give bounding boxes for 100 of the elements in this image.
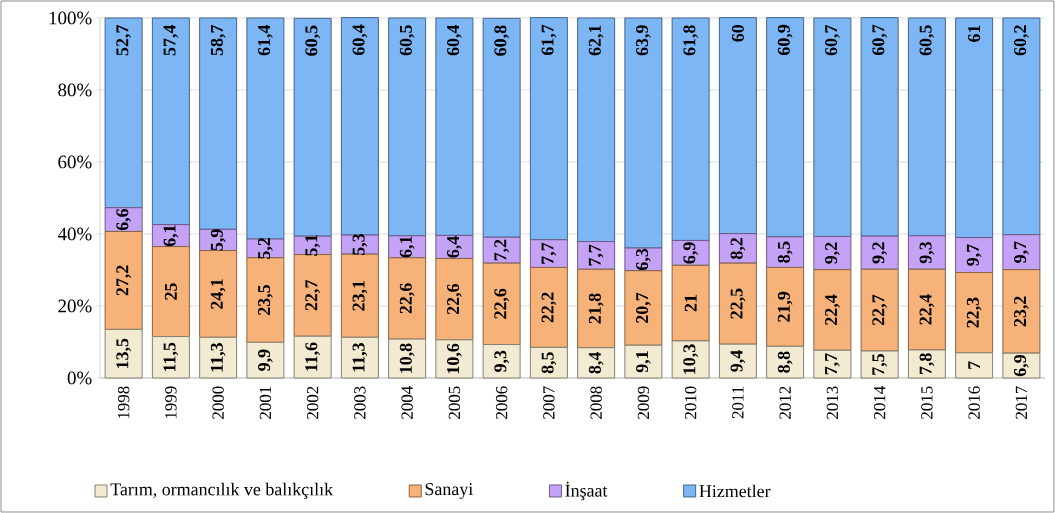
data-label: 9,3: [919, 241, 935, 264]
data-label: 9,2: [825, 242, 840, 264]
data-label: 21,9: [777, 291, 793, 322]
bar: [1002, 17, 1041, 236]
bar: [293, 254, 332, 337]
bar: [435, 339, 474, 379]
data-label: 22,6: [494, 288, 509, 319]
data-label: 11,3: [352, 343, 368, 372]
bar: [340, 336, 379, 379]
data-label: 62,1: [588, 25, 604, 56]
bar: [577, 268, 616, 349]
data-label: 6,1: [163, 225, 179, 247]
data-label: 58,7: [210, 25, 226, 56]
x-tick-label: 2006: [495, 386, 508, 419]
data-label: 10,8: [399, 343, 415, 373]
bar: [529, 346, 568, 379]
data-label: 7,7: [825, 353, 840, 375]
bar: [388, 257, 427, 340]
bar: [151, 246, 190, 338]
bar: [246, 341, 285, 379]
bar: [340, 253, 379, 338]
x-tick-label: 2005: [448, 386, 461, 419]
bar: [529, 239, 568, 268]
data-label: 22,4: [825, 294, 840, 325]
data-label: 5,3: [352, 234, 368, 256]
bar: [529, 17, 568, 241]
data-label: 11,5: [163, 342, 179, 372]
data-label: 57,4: [163, 24, 179, 56]
data-label: 60,2: [1014, 25, 1029, 56]
bar: [860, 235, 899, 270]
bar: [624, 344, 663, 379]
bar: [671, 340, 710, 379]
data-label: 22,4: [919, 294, 935, 325]
bar: [1002, 234, 1041, 271]
bar: [482, 344, 521, 379]
y-tick-label: 100%: [49, 11, 92, 25]
bar: [151, 336, 190, 379]
bar: [482, 17, 521, 238]
data-label: 21: [684, 295, 697, 312]
bar: [151, 17, 190, 226]
data-label: 8,2: [730, 237, 746, 259]
data-label: 25: [164, 283, 177, 300]
x-tick-label: 2012: [779, 386, 791, 419]
data-label: 11,3: [210, 343, 226, 372]
data-label: 6,3: [636, 248, 651, 270]
data-label: 8,5: [541, 352, 557, 374]
data-label: 27,2: [116, 265, 131, 296]
bar: [482, 262, 521, 345]
data-label: 6,9: [683, 242, 698, 264]
data-label: 10,6: [447, 343, 462, 374]
data-label: 23,2: [1014, 296, 1029, 327]
data-label: 63,9: [636, 25, 651, 56]
data-label: 7: [968, 361, 981, 369]
bar: [907, 349, 946, 379]
bar: [388, 338, 427, 379]
data-label: 8,8: [777, 351, 793, 373]
bar: [718, 343, 757, 379]
bar: [718, 262, 757, 345]
data-label: 61,8: [683, 25, 698, 56]
data-label: 9,1: [636, 351, 651, 373]
data-label: 22,6: [399, 283, 415, 314]
y-tick-label: 20%: [58, 299, 92, 313]
bar: [293, 335, 332, 379]
data-label: 21,8: [588, 293, 604, 324]
x-tick-label: 2000: [212, 386, 224, 419]
bar: [199, 17, 238, 230]
bar: [955, 17, 994, 239]
data-label: 60,4: [352, 24, 368, 55]
data-label: 5,2: [258, 237, 273, 259]
x-tick-label: 2017: [1015, 386, 1028, 419]
bar: [766, 345, 805, 379]
legend-label: Hizmetler: [699, 484, 771, 498]
bar: [435, 17, 474, 236]
data-label: 60: [731, 24, 744, 42]
bar: [766, 17, 805, 238]
legend-label: Tarım, ormancılık ve balıkçılık: [110, 482, 334, 500]
x-tick-label: 2001: [259, 386, 272, 419]
bar: [577, 347, 616, 379]
x-tick-label: 1999: [165, 386, 177, 419]
bar: [813, 236, 852, 271]
bar: [529, 266, 568, 348]
bar: [104, 328, 143, 379]
bar: [955, 272, 994, 354]
x-tick-label: 2007: [543, 386, 555, 419]
x-tick-label: 2010: [684, 386, 697, 419]
data-label: 52,7: [116, 25, 131, 56]
y-tick-label: 0%: [67, 371, 92, 385]
data-label: 60,5: [305, 25, 320, 56]
bar: [766, 266, 805, 347]
bar: [671, 264, 710, 342]
data-label: 9,2: [872, 242, 887, 264]
bar: [435, 257, 474, 341]
data-label: 7,5: [872, 353, 887, 375]
data-label: 7,2: [494, 239, 509, 261]
bar: [293, 235, 332, 256]
data-label: 60,8: [494, 25, 509, 56]
x-tick-label: 2009: [637, 386, 650, 419]
bar: [199, 250, 238, 338]
bar: [577, 17, 616, 243]
data-label: 9,7: [966, 244, 982, 266]
